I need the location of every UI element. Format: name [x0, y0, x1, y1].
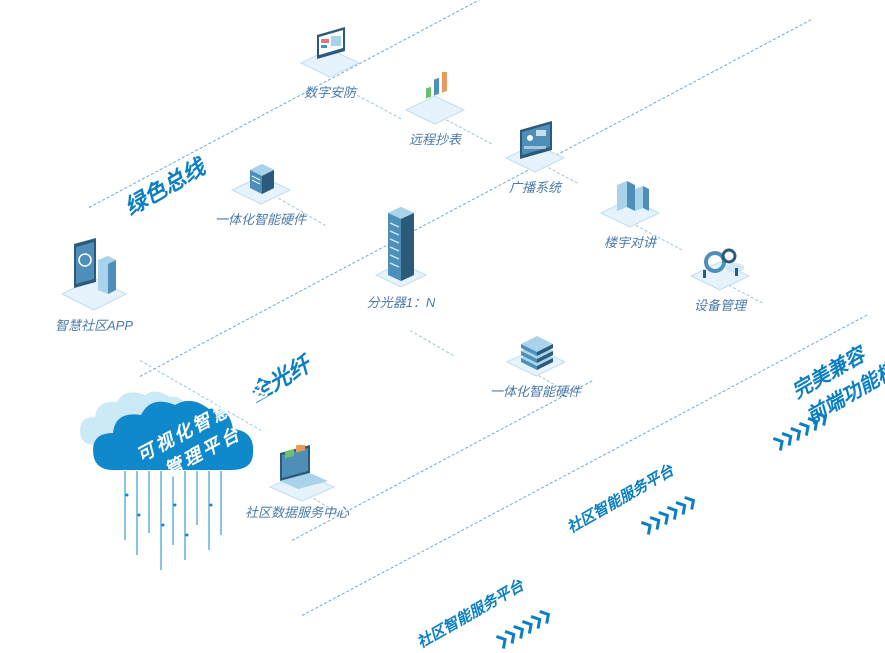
chevron-strip: [495, 606, 555, 650]
chevron-strip: [772, 408, 832, 452]
node-label: 智慧社区APP: [55, 315, 133, 334]
node-hw-top: 一体化智能硬件: [215, 152, 306, 228]
backbone-line: [302, 315, 868, 616]
label-compat: 完美兼容 前端功能模块: [786, 319, 885, 429]
node-label: 一体化智能硬件: [490, 381, 581, 400]
server-stack-icon: [501, 324, 571, 379]
buildings-icon: [595, 175, 665, 230]
node-remote-meter: 远程抄表: [400, 72, 470, 148]
gears-icon: [685, 238, 755, 293]
node-label: 设备管理: [694, 295, 746, 314]
chart-icon: [400, 72, 470, 127]
node-intercom: 楼宇对讲: [595, 175, 665, 251]
node-label: 数字安防: [304, 82, 356, 101]
node-fiber: 分光器1：N: [366, 235, 436, 311]
node-app: 智慧社区APP: [55, 258, 133, 334]
node-broadcast: 广播系统: [500, 120, 570, 196]
connector-line: [410, 330, 454, 356]
server-tall-icon: [366, 235, 436, 290]
cloud-platform: 可视化智慧社区 管理平台: [75, 375, 285, 590]
node-digital-security: 数字安防: [295, 25, 365, 101]
monitor-icon: [295, 25, 365, 80]
node-device-mgmt: 设备管理: [685, 238, 755, 314]
node-label: 一体化智能硬件: [215, 209, 306, 228]
node-label: 广播系统: [509, 177, 561, 196]
section-label: 绿色总线: [118, 150, 210, 222]
server-small-icon: [226, 152, 296, 207]
node-hw-mid: 一体化智能硬件: [490, 324, 581, 400]
node-label: 分光器1：N: [367, 292, 436, 311]
screen-icon: [500, 120, 570, 175]
phone-icon: [59, 258, 129, 313]
node-label: 楼宇对讲: [604, 232, 656, 251]
chevron-strip: [640, 492, 700, 536]
node-label: 远程抄表: [409, 129, 461, 148]
